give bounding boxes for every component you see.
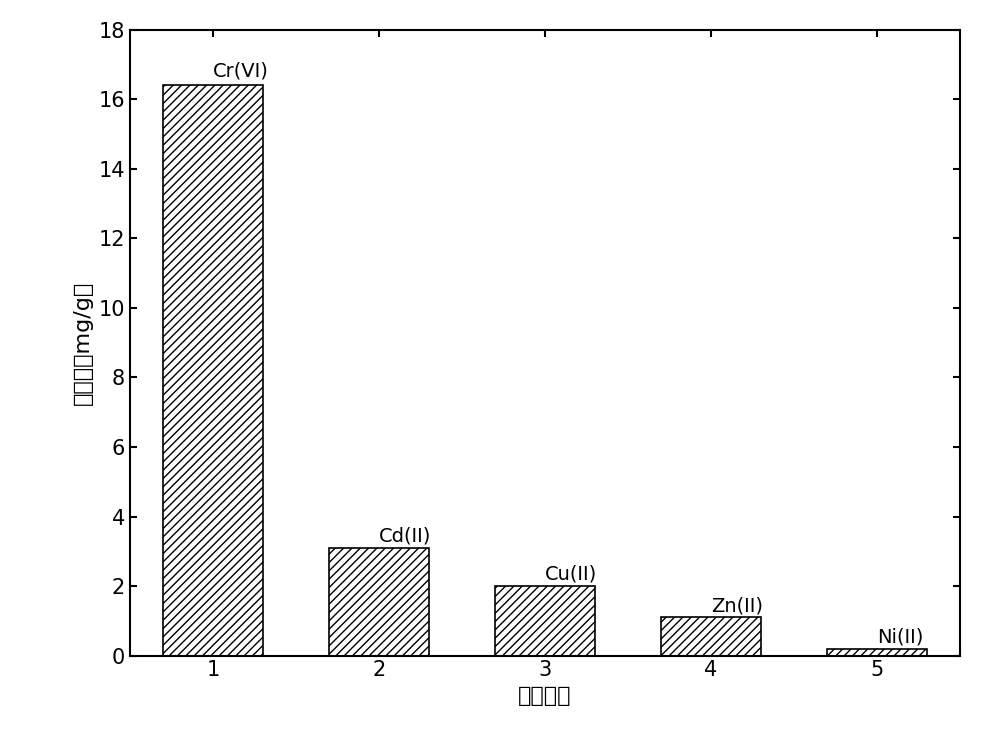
Text: Cd(II): Cd(II): [379, 526, 431, 545]
Text: Zn(II): Zn(II): [711, 597, 763, 615]
Bar: [495, 586, 595, 656]
Bar: [661, 618, 761, 656]
X-axis label: 金属离子: 金属离子: [518, 686, 572, 706]
Bar: [827, 649, 927, 656]
Text: Cu(II): Cu(II): [545, 564, 597, 583]
Bar: [163, 86, 263, 656]
Y-axis label: 吸附量（mg/g）: 吸附量（mg/g）: [73, 281, 93, 405]
Text: Cr(VI): Cr(VI): [213, 61, 269, 80]
Bar: [329, 548, 429, 656]
Text: Ni(II): Ni(II): [877, 628, 923, 647]
